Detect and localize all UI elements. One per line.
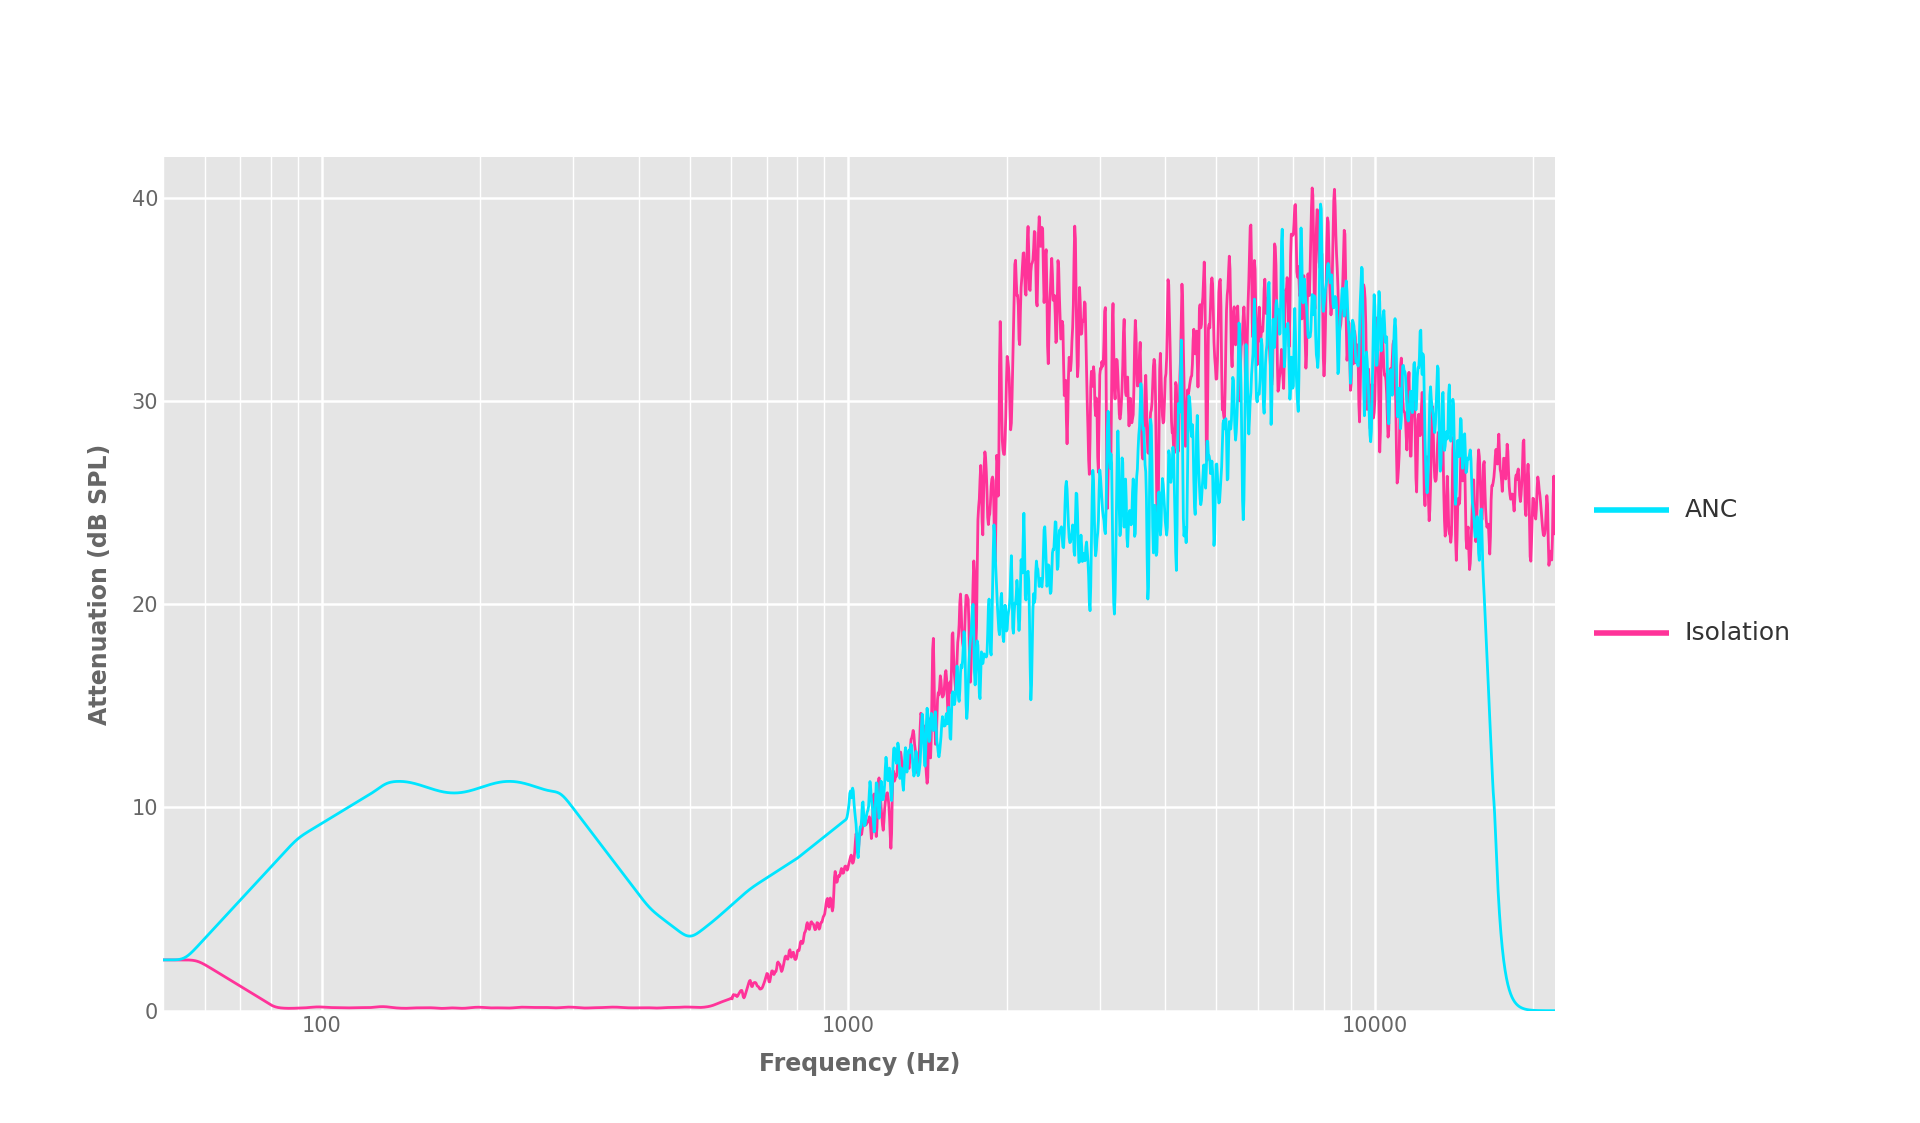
Text: ANC: ANC <box>1686 497 1738 522</box>
Text: Isolation: Isolation <box>1686 621 1791 646</box>
Text: Sennheiser PXC 550-II Attenuation: Sennheiser PXC 550-II Attenuation <box>553 39 1367 82</box>
X-axis label: Frequency (Hz): Frequency (Hz) <box>758 1052 960 1076</box>
Y-axis label: Attenuation (dB SPL): Attenuation (dB SPL) <box>88 444 113 724</box>
